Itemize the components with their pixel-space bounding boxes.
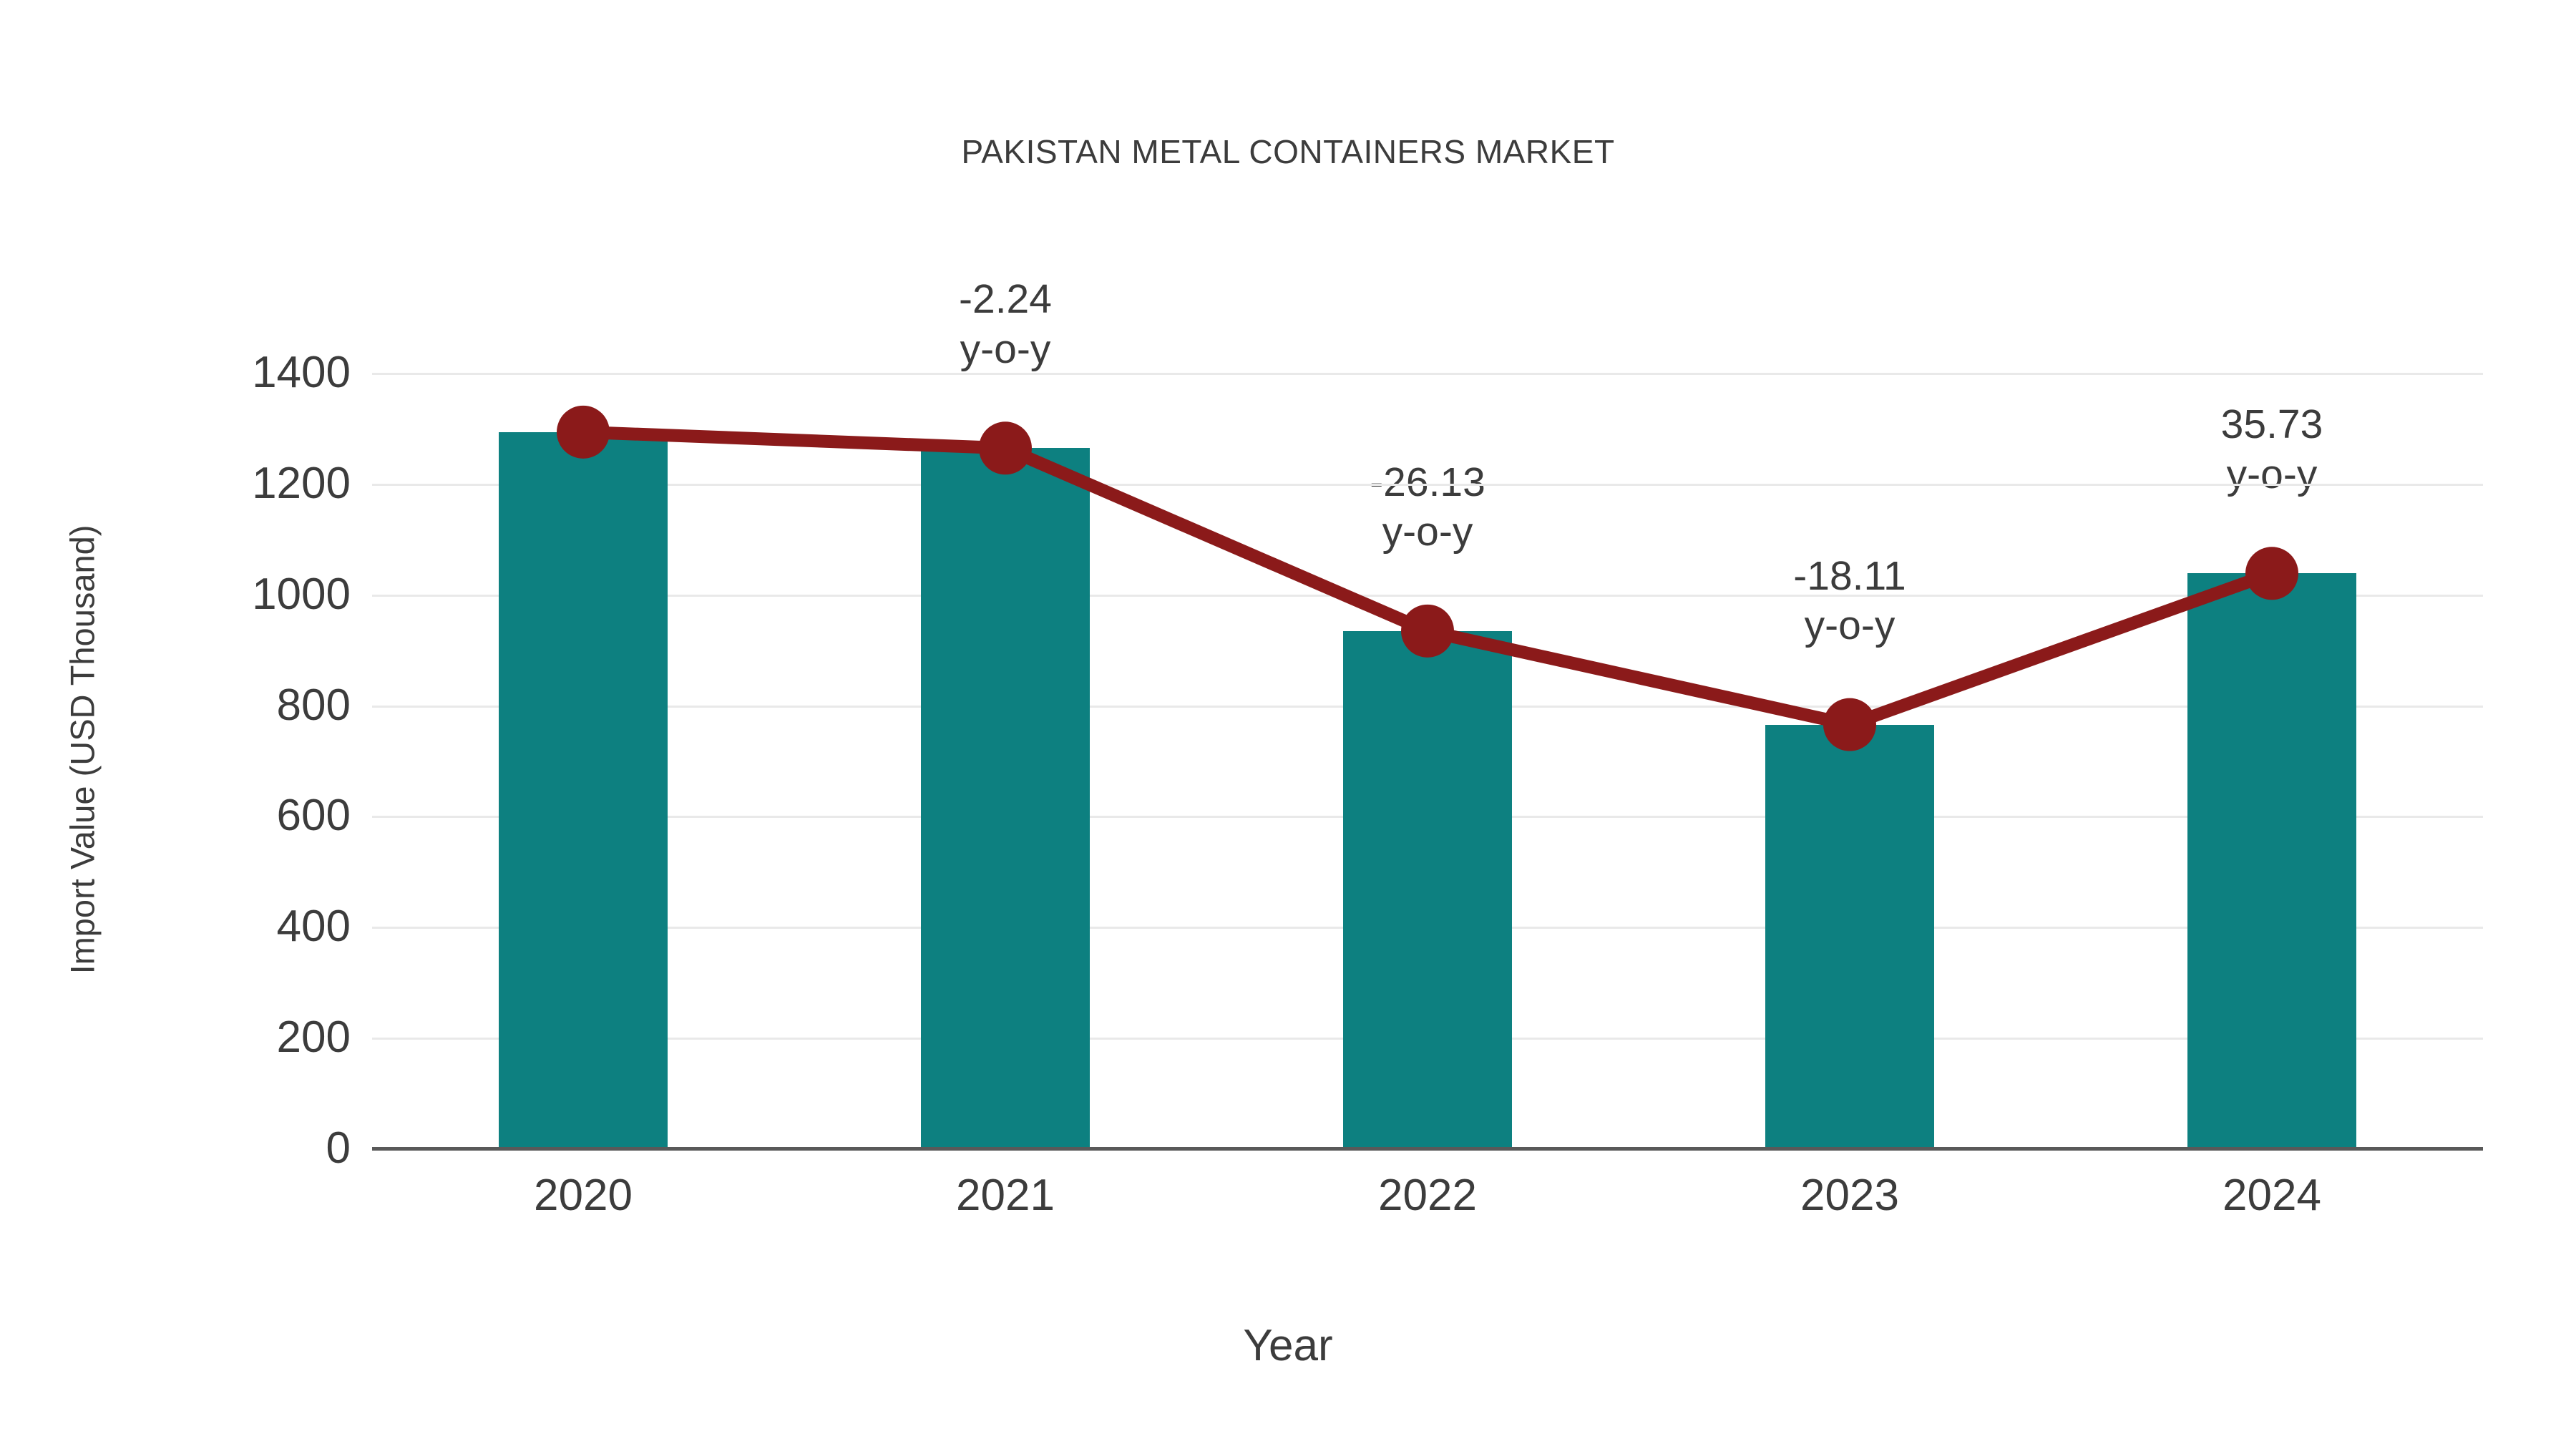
- x-tick-label-2020: 2020: [534, 1171, 633, 1220]
- y-tick-label-800: 800: [276, 680, 351, 730]
- x-tick-label-2024: 2024: [2223, 1171, 2321, 1220]
- y-tick-label-1000: 1000: [252, 569, 351, 619]
- y-tick-label-600: 600: [276, 791, 351, 841]
- annotation-2021: -2.24 y-o-y: [826, 275, 1184, 374]
- x-tick-label-2022: 2022: [1378, 1171, 1477, 1220]
- y-tick-label-1200: 1200: [252, 458, 351, 508]
- bar-2022[interactable]: [1343, 630, 1512, 1148]
- x-axis-line: [372, 1147, 2483, 1151]
- gridline-1400: [372, 373, 2483, 375]
- annotation-value: -2.24: [959, 276, 1052, 323]
- bar-2020[interactable]: [499, 431, 668, 1148]
- x-tick-label-2021: 2021: [956, 1171, 1055, 1220]
- bar-2023[interactable]: [1765, 724, 1934, 1148]
- y-tick-label-200: 200: [276, 1013, 351, 1063]
- plot-area: [372, 373, 2483, 1151]
- y-tick-label-1400: 1400: [252, 348, 351, 397]
- gridline-1200: [372, 483, 2483, 486]
- bar-2021[interactable]: [921, 448, 1090, 1148]
- bar-2024[interactable]: [2187, 573, 2356, 1148]
- x-axis-title: Year: [1243, 1321, 1333, 1370]
- x-tick-label-2023: 2023: [1800, 1171, 1899, 1220]
- y-tick-label-400: 400: [276, 902, 351, 952]
- gridline-1000: [372, 594, 2483, 597]
- y-tick-label-0: 0: [326, 1123, 351, 1173]
- y-axis-title: Import Value (USD Thousand): [63, 525, 102, 975]
- annotation-unit: y-o-y: [960, 326, 1051, 372]
- page-title: PAKISTAN METAL CONTAINERS MARKET: [961, 133, 1615, 170]
